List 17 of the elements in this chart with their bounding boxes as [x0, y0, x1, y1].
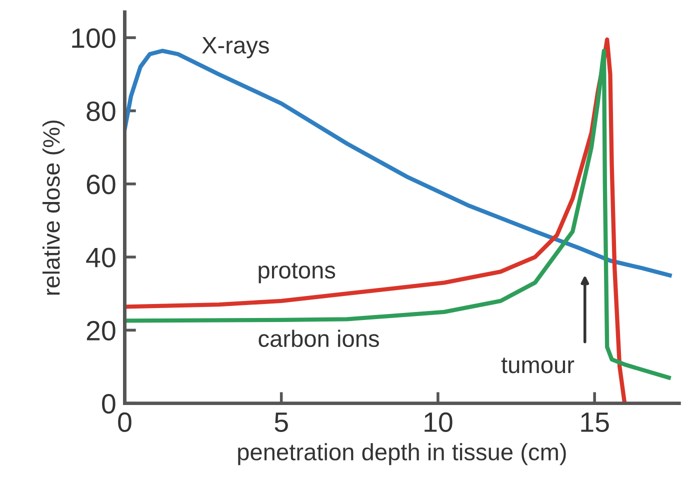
series-label: carbon ions — [258, 330, 379, 348]
series-label: protons — [258, 263, 336, 284]
annotation: tumour — [501, 358, 574, 374]
y-tick-label: 40 — [86, 248, 116, 268]
series-label: X-rays — [202, 37, 269, 58]
y-tick-label: 20 — [86, 320, 116, 341]
x-tick-label: 10 — [424, 412, 452, 432]
x-tick-label: 15 — [581, 412, 609, 432]
line-series — [124, 37, 627, 404]
y-tick-label: 0 — [102, 394, 116, 414]
x-tick-label: 0 — [118, 412, 132, 432]
y-axis-title: relative dose (%) — [42, 120, 64, 295]
x-tick-label: 5 — [274, 412, 288, 432]
y-tick-label: 100 — [72, 28, 116, 48]
y-tick-label: 60 — [86, 174, 116, 194]
y-tick-label: 80 — [86, 101, 116, 122]
x-axis-title: penetration depth in tissue (cm) — [238, 443, 566, 466]
